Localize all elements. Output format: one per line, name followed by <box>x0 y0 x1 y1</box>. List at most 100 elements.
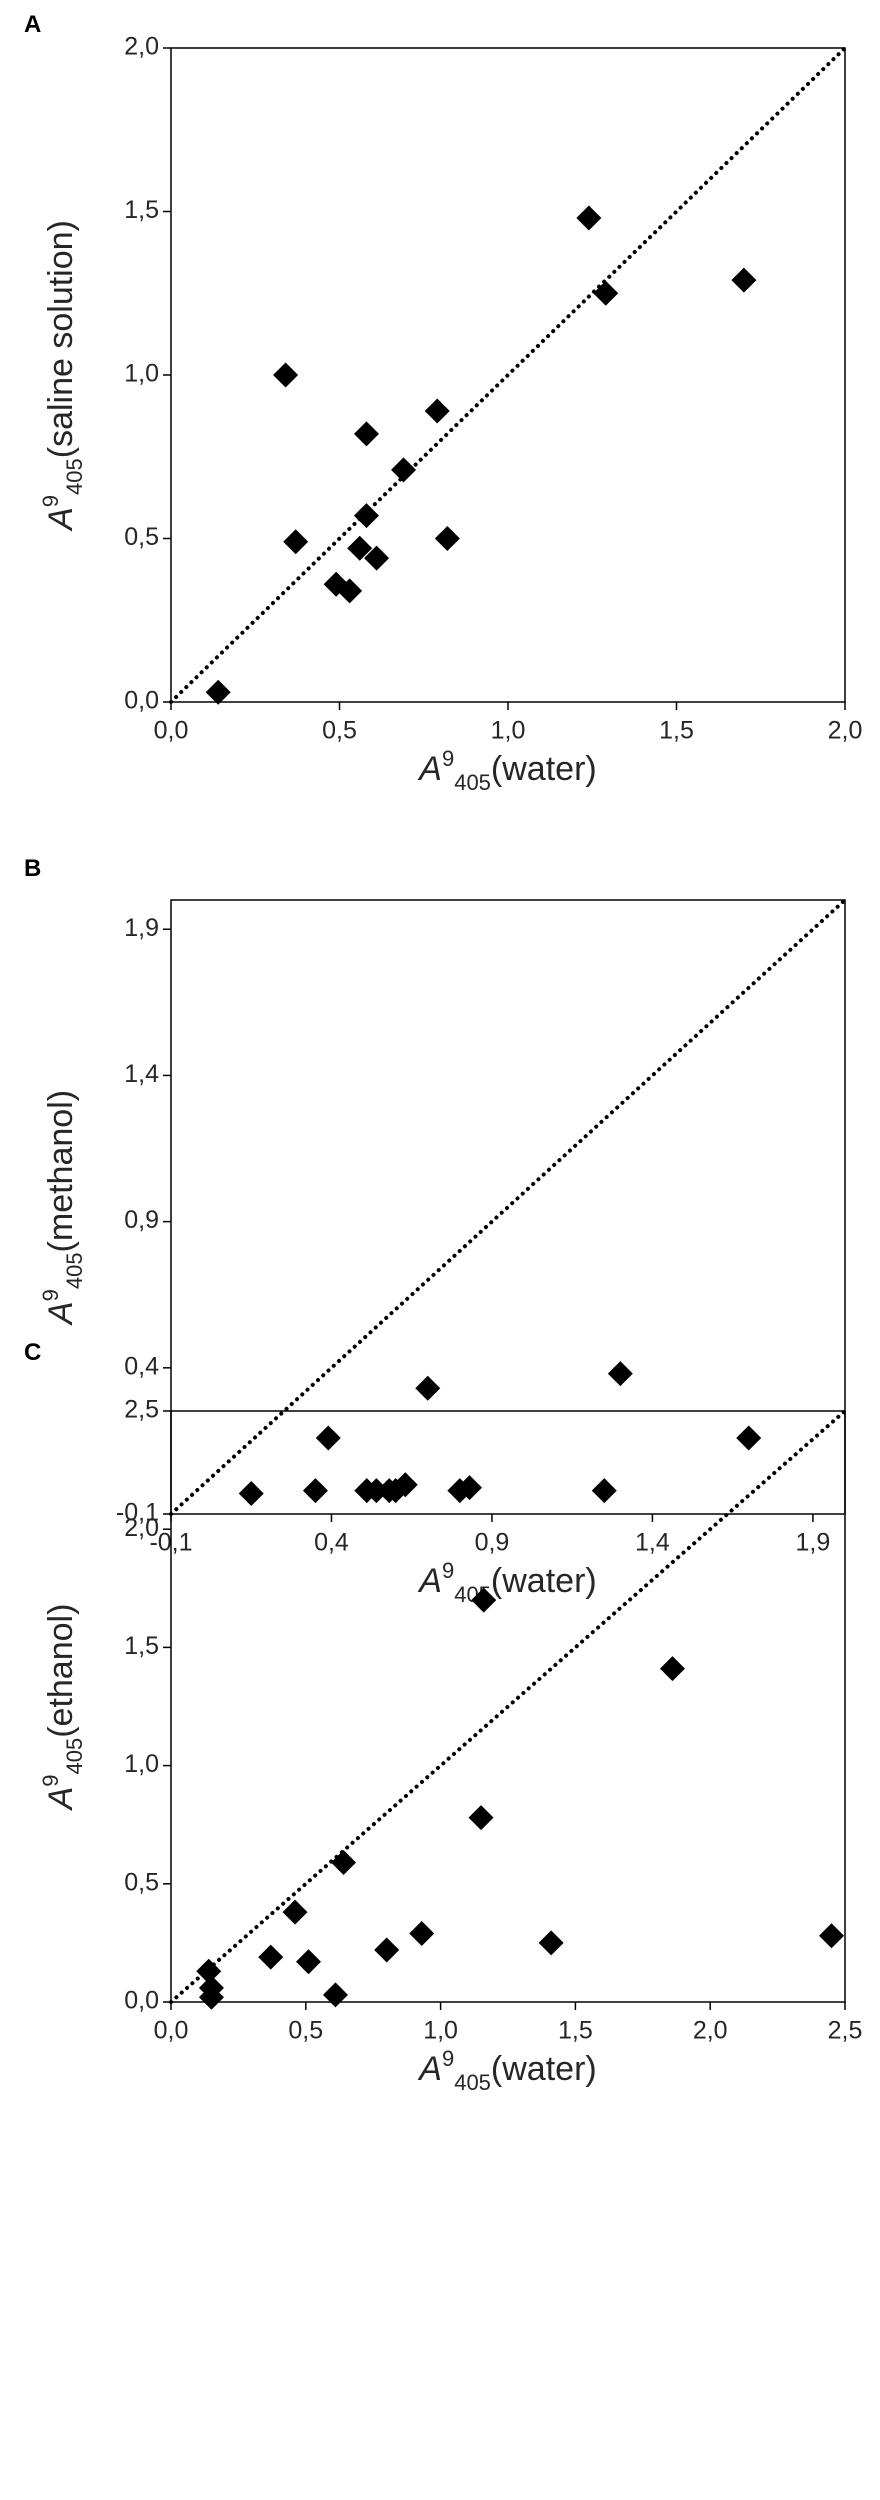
title-base: A <box>417 2050 442 2088</box>
title-text: (methanol) <box>42 1090 80 1253</box>
x-axis-title: A9405(water) <box>417 1558 596 1607</box>
data-point <box>819 1923 845 1949</box>
y-tick-label: 2,5 <box>124 1396 159 1424</box>
data-point <box>258 1944 284 1970</box>
y-tick-label: 0,5 <box>124 523 159 551</box>
data-point <box>415 1375 441 1401</box>
reference-line <box>169 1409 847 2004</box>
title-sub: 405 <box>454 770 491 795</box>
title-sub: 405 <box>62 458 87 495</box>
y-axis-title: A9405(ethanol) <box>38 1604 87 1812</box>
y-tick-label: 1,5 <box>124 1632 159 1660</box>
data-point <box>331 1850 357 1876</box>
x-tick-label: 0,5 <box>288 2017 323 2045</box>
x-axis-title: A9405(water) <box>417 2046 596 2095</box>
data-point <box>322 1982 348 2008</box>
x-tick-label: 1,5 <box>659 717 694 745</box>
data-point <box>538 1930 564 1956</box>
plot-frame <box>170 899 846 1515</box>
title-sup: 9 <box>442 1558 454 1583</box>
y-tick-label: 0,5 <box>124 1868 159 1896</box>
x-tick-label: 2,0 <box>693 2017 728 2045</box>
data-point <box>205 679 231 705</box>
data-point <box>468 1805 494 1831</box>
data-point <box>391 457 417 483</box>
title-text: (water) <box>491 1562 597 1600</box>
reference-line <box>169 46 847 704</box>
y-tick-label: 1,5 <box>124 196 159 224</box>
data-point <box>456 1475 482 1501</box>
title-base: A <box>417 1562 442 1600</box>
title-base: A <box>42 1301 80 1326</box>
title-sub: 405 <box>62 1738 87 1775</box>
x-axis-title: A9405(water) <box>417 746 596 795</box>
data-point <box>353 503 379 529</box>
y-tick-label: 0,9 <box>124 1206 159 1234</box>
data-point <box>392 1472 418 1498</box>
title-sup: 9 <box>38 1774 63 1786</box>
title-text: (ethanol) <box>42 1604 80 1738</box>
x-tick-label: 1,9 <box>796 1529 831 1557</box>
x-tick-label: 0,0 <box>154 2017 189 2045</box>
title-text: (water) <box>491 750 597 788</box>
data-point <box>364 545 390 571</box>
y-tick-label: -0,1 <box>116 1499 159 1527</box>
y-axis-title: A9405(methanol) <box>38 1090 87 1326</box>
x-tick-label: 0,9 <box>475 1529 510 1557</box>
y-tick-label: 2,0 <box>124 1514 159 1542</box>
y-tick-label: 0,4 <box>124 1352 159 1380</box>
x-tick-label: 2,0 <box>828 717 863 745</box>
panel-label: B <box>24 855 41 882</box>
y-tick-label: 2,0 <box>124 33 159 61</box>
title-sub: 405 <box>62 1252 87 1289</box>
data-point <box>424 398 450 424</box>
data-point <box>295 1949 321 1975</box>
title-sup: 9 <box>442 2046 454 2071</box>
y-tick-label: 0,0 <box>124 1987 159 2015</box>
plot-frame <box>170 1410 846 2003</box>
data-point <box>607 1361 633 1387</box>
title-text: (saline solution) <box>42 220 80 458</box>
data-point <box>434 526 460 551</box>
title-sup: 9 <box>442 746 454 771</box>
x-tick-label: 1,0 <box>491 717 526 745</box>
data-point <box>283 529 309 555</box>
y-tick-label: 1,0 <box>124 360 159 388</box>
reference-line <box>169 898 847 1516</box>
y-axis-title: A9405(saline solution) <box>38 220 87 532</box>
title-base: A <box>42 507 80 532</box>
x-tick-label: 0,0 <box>154 717 189 745</box>
data-point <box>282 1899 308 1925</box>
title-text: (water) <box>491 2050 597 2088</box>
data-point <box>196 1958 222 1984</box>
data-point <box>238 1481 264 1507</box>
data-point <box>471 1587 497 1613</box>
x-tick-label: 1,0 <box>423 2017 458 2045</box>
data-point <box>302 1478 328 1504</box>
y-tick-label: 0,0 <box>124 687 159 715</box>
data-point <box>198 1975 224 2001</box>
x-tick-label: 0,5 <box>322 717 357 745</box>
data-point <box>353 421 379 447</box>
y-tick-label: 1,9 <box>124 914 159 942</box>
x-tick-label: 2,5 <box>828 2017 863 2045</box>
x-tick-label: 1,5 <box>558 2017 593 2045</box>
data-point <box>591 1478 617 1504</box>
title-sup: 9 <box>38 495 63 507</box>
data-point <box>731 267 757 293</box>
y-tick-label: 1,0 <box>124 1750 159 1778</box>
title-base: A <box>417 750 442 788</box>
data-point <box>374 1937 400 1963</box>
data-point <box>409 1920 435 1946</box>
data-point <box>273 362 299 388</box>
data-point <box>347 535 373 561</box>
data-point <box>736 1425 762 1451</box>
x-tick-label: 1,4 <box>635 1529 670 1557</box>
data-point <box>363 1478 389 1504</box>
data-point <box>659 1656 685 1682</box>
title-sub: 405 <box>454 2070 491 2095</box>
x-tick-label: 0,4 <box>314 1529 349 1557</box>
data-point <box>337 578 363 604</box>
data-point <box>576 205 602 231</box>
